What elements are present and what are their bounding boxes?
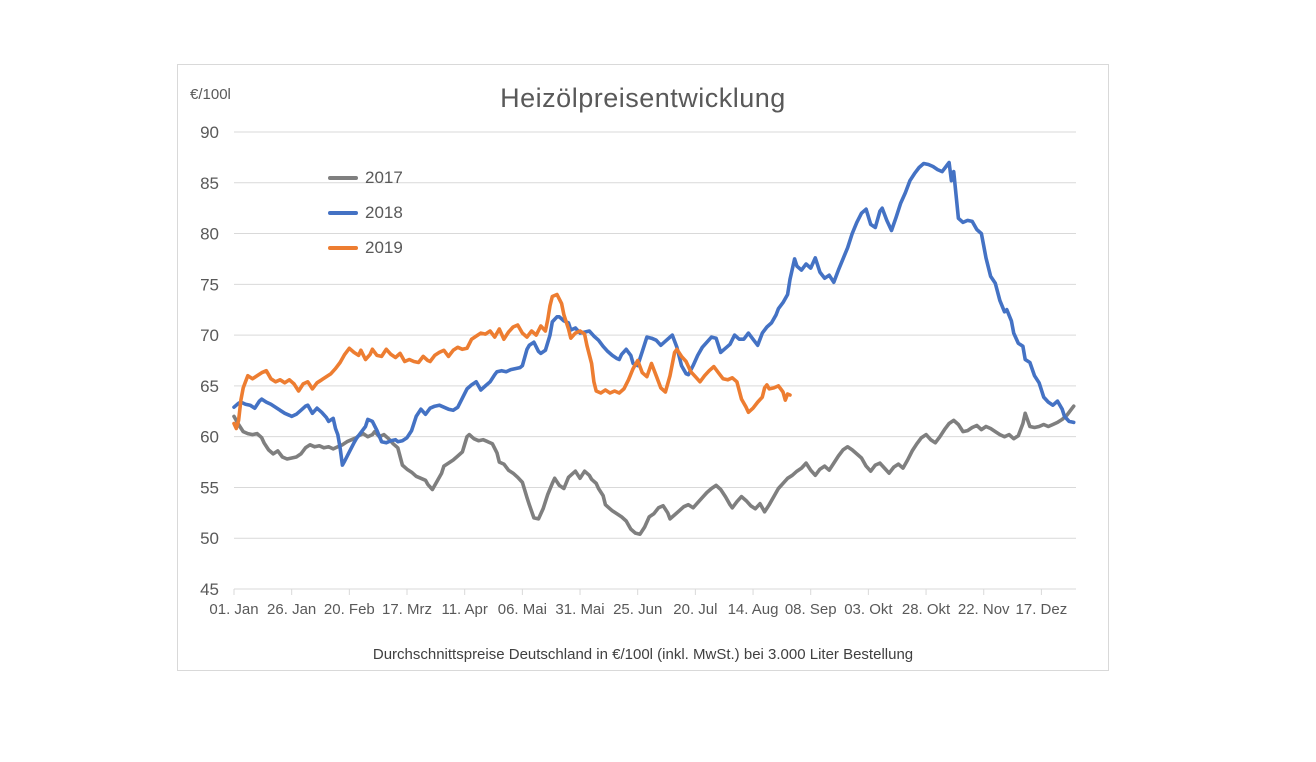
x-tick-label: 25. Jun <box>613 601 662 618</box>
chart-caption: Durchschnittspreise Deutschland in €/100… <box>372 646 914 663</box>
y-tick-label: 65 <box>200 377 219 396</box>
y-tick-label: 85 <box>200 174 219 193</box>
legend-item-2017: 2017 <box>328 160 403 195</box>
legend-label-2017: 2017 <box>365 167 403 187</box>
legend-swatch-2019 <box>328 245 358 250</box>
x-tick-label: 20. Jul <box>673 601 717 618</box>
chart-title: Heizölpreisentwicklung <box>500 83 786 113</box>
legend-swatch-2018 <box>328 210 358 215</box>
legend-item-2018: 2018 <box>328 195 403 230</box>
x-tick-label: 22. Nov <box>958 601 1010 618</box>
chart-canvas: Heizölpreisentwicklung €/100l 45 50 55 60 65… <box>177 64 1109 671</box>
series-line-2019 <box>232 292 792 431</box>
y-tick-label: 70 <box>200 326 219 345</box>
x-tick-label: 26. Jan <box>267 601 316 618</box>
y-tick-label: 45 <box>200 580 219 599</box>
y-tick-label: 90 <box>200 123 219 142</box>
x-tick-label: 17. Dez <box>1016 601 1068 618</box>
x-tick-label: 17. Mrz <box>382 601 432 618</box>
y-tick-label: 75 <box>200 275 219 294</box>
line-chart-plot: 45 50 55 60 65 70 75 80 85 90 01. Jan 26. Jan 20. Fe… <box>200 123 1076 618</box>
x-tick-label: 08. Sep <box>785 601 837 618</box>
y-tick-label: 60 <box>200 428 219 447</box>
y-axis-unit-label: €/100l <box>190 86 231 103</box>
series-line-2017 <box>232 404 1076 537</box>
x-tick-label: 28. Okt <box>902 601 951 618</box>
x-tick-label: 14. Aug <box>728 601 779 618</box>
x-tick-label: 11. Apr <box>441 601 487 618</box>
series-line-2018 <box>232 160 1076 467</box>
x-tick-label: 31. Mai <box>555 601 604 618</box>
y-tick-label: 80 <box>200 225 219 244</box>
x-tick-label: 06. Mai <box>498 601 547 618</box>
x-tick-label: 01. Jan <box>209 601 258 618</box>
y-tick-label: 55 <box>200 478 219 497</box>
x-tick-label: 03. Okt <box>844 601 893 618</box>
x-tick-label: 20. Feb <box>324 601 375 618</box>
chart-legend: 2017 2018 2019 <box>328 160 403 265</box>
legend-label-2019: 2019 <box>365 237 403 257</box>
legend-item-2019: 2019 <box>328 230 403 265</box>
y-tick-label: 50 <box>200 529 219 548</box>
legend-swatch-2017 <box>328 175 358 180</box>
legend-label-2018: 2018 <box>365 202 403 222</box>
